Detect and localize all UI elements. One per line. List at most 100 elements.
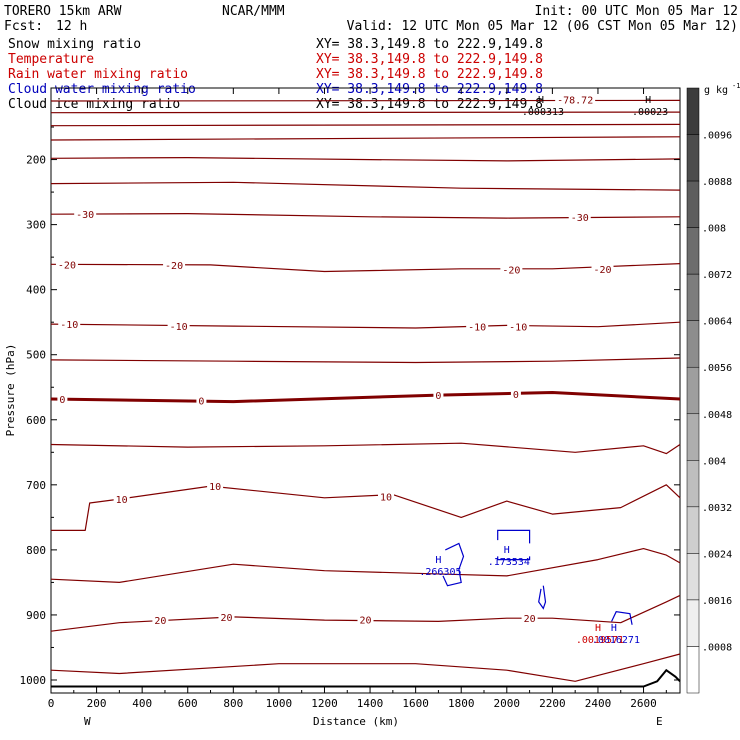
contour-label-bg xyxy=(568,210,591,222)
temperature-contour xyxy=(50,653,681,682)
legend-xy-cloud-water: XY= 38.3,149.8 to 222.9,149.8 xyxy=(316,82,543,97)
contour-label: 20 xyxy=(359,615,371,626)
contour-label: -20 xyxy=(593,265,611,276)
legend-xy-cloud-ice: XY= 38.3,149.8 to 222.9,149.8 xyxy=(316,97,543,112)
contour-label-bg xyxy=(507,320,530,332)
high-marker-value: .173534 xyxy=(488,557,530,568)
contour-label-bg xyxy=(113,493,130,505)
contour-label: -20 xyxy=(165,261,183,272)
contour-label: 0 xyxy=(435,391,441,402)
contour-label: -30 xyxy=(571,213,589,224)
contour-label-bg xyxy=(521,612,538,624)
temperature-contour xyxy=(50,263,681,273)
contour-label-bg xyxy=(196,394,207,406)
contour-label: -20 xyxy=(58,260,76,271)
y-tick-label: 700 xyxy=(26,479,46,492)
colorbar-swatch xyxy=(686,599,700,647)
y-tick-label: 800 xyxy=(26,544,46,557)
legend-xy-snow: XY= 38.3,149.8 to 222.9,149.8 xyxy=(316,37,543,52)
contour-label: 0 xyxy=(513,390,519,401)
x-tick-label: 0 xyxy=(48,697,55,710)
high-marker-symbol: H xyxy=(611,623,617,634)
colorbar-swatch xyxy=(686,227,700,275)
colorbar-swatch xyxy=(686,320,700,368)
colorbar-swatch xyxy=(686,506,700,554)
temperature-contour xyxy=(50,357,681,364)
colorbar: .0096 .0088 .008 .0072 .0064 .0056 .0048 .004 .0… xyxy=(686,87,732,694)
x-tick-label: 1200 xyxy=(311,697,338,710)
colorbar-tick-label: .004 xyxy=(702,456,726,467)
valid-time: Valid: 12 UTC Mon 05 Mar 12 (06 CST Mon … xyxy=(347,19,738,34)
contour-label: -10 xyxy=(468,323,486,334)
x-tick-label: 200 xyxy=(87,697,107,710)
contour-label: 10 xyxy=(380,493,392,504)
terrain-line xyxy=(51,668,681,688)
colorbar-swatch xyxy=(686,413,700,461)
temperature-contour xyxy=(50,111,681,114)
y-tick-label: 200 xyxy=(26,154,46,167)
high-marker-symbol: H xyxy=(504,545,510,556)
legend-xy-rain: XY= 38.3,149.8 to 222.9,149.8 xyxy=(316,67,543,82)
x-tick-label: 1400 xyxy=(357,697,384,710)
x-tick-label: 600 xyxy=(178,697,198,710)
legend-name-temperature: Temperature xyxy=(8,52,94,67)
x-tick-label: 2200 xyxy=(539,697,566,710)
y-tick-label: 400 xyxy=(26,284,46,297)
contour-label-bg xyxy=(378,490,395,502)
contour-label-bg xyxy=(466,320,489,332)
contour-label-bg xyxy=(74,208,97,220)
contour-label: 20 xyxy=(154,616,166,627)
x-tick-label: 1600 xyxy=(402,697,429,710)
y-tick-label: 900 xyxy=(26,609,46,622)
colorbar-tick-label: .0096 xyxy=(702,131,732,142)
init-time: Init: 00 UTC Mon 05 Mar 12 xyxy=(535,4,739,19)
high-marker-value: .000313 xyxy=(522,107,564,118)
x-tick-label: 2600 xyxy=(630,697,657,710)
contour-label: -30 xyxy=(76,210,94,221)
temperature-contour xyxy=(50,213,681,219)
temperature-contour xyxy=(50,391,681,404)
temperature-contour xyxy=(50,181,681,191)
y-tick-label: 1000 xyxy=(20,674,47,687)
colorbar-tick-label: .0008 xyxy=(702,642,732,653)
contour-label-bg xyxy=(152,614,169,626)
legend-name-cloud-water: Cloud water mixing ratio xyxy=(8,82,196,97)
legend-name-snow: Snow mixing ratio xyxy=(8,37,141,52)
x-axis-label: Distance (km) xyxy=(313,715,399,728)
temperature-contour xyxy=(50,136,681,141)
legend-name-rain: Rain water mixing ratio xyxy=(8,67,188,82)
cloud-water-outline xyxy=(538,585,547,610)
temperature-contour xyxy=(50,442,681,455)
contour-label-bg xyxy=(510,387,521,399)
temperature-contour-labels: -78.72 -30 -30 -20 -20 -20 -20 -10 -10 -10 -10 0 0 0 0… xyxy=(55,93,614,627)
contour-label: -10 xyxy=(170,322,188,333)
colorbar-tick-label: .0072 xyxy=(702,270,732,281)
temperature-contour xyxy=(50,594,681,632)
contour-label: -10 xyxy=(509,323,527,334)
contour-label: 0 xyxy=(59,395,65,406)
colorbar-unit: g kg xyxy=(704,85,728,96)
temperature-contours xyxy=(50,99,681,682)
high-marker-symbol: H xyxy=(538,95,544,106)
terrain xyxy=(51,668,681,688)
colorbar-tick-label: .0056 xyxy=(702,363,732,374)
colorbar-tick-label: .0024 xyxy=(702,549,732,560)
y-tick-label: 300 xyxy=(26,219,46,232)
x-tick-label: 400 xyxy=(132,697,152,710)
contour-label-bg xyxy=(57,392,68,404)
contour-label: -10 xyxy=(60,320,78,331)
colorbar-unit-exponent: -1 xyxy=(732,82,740,90)
cloud-water-outline xyxy=(497,556,531,561)
cloud-water-outline xyxy=(611,611,633,625)
legend-name-cloud-ice: Cloud ice mixing ratio xyxy=(8,97,180,112)
x-axis: 0 200 400 600 800 1000 1200 1400 1600 1800 2000 220… xyxy=(48,88,667,710)
high-marker-symbol: H xyxy=(645,95,651,106)
colorbar-tick-label: .0088 xyxy=(702,177,732,188)
y-tick-label: 600 xyxy=(26,414,46,427)
colorbar-swatch xyxy=(686,134,700,182)
x-tick-label: 800 xyxy=(223,697,243,710)
colorbar-tick-label: .0048 xyxy=(702,410,732,421)
contour-label-bg xyxy=(55,258,78,270)
cloud-water-outline xyxy=(442,542,465,587)
